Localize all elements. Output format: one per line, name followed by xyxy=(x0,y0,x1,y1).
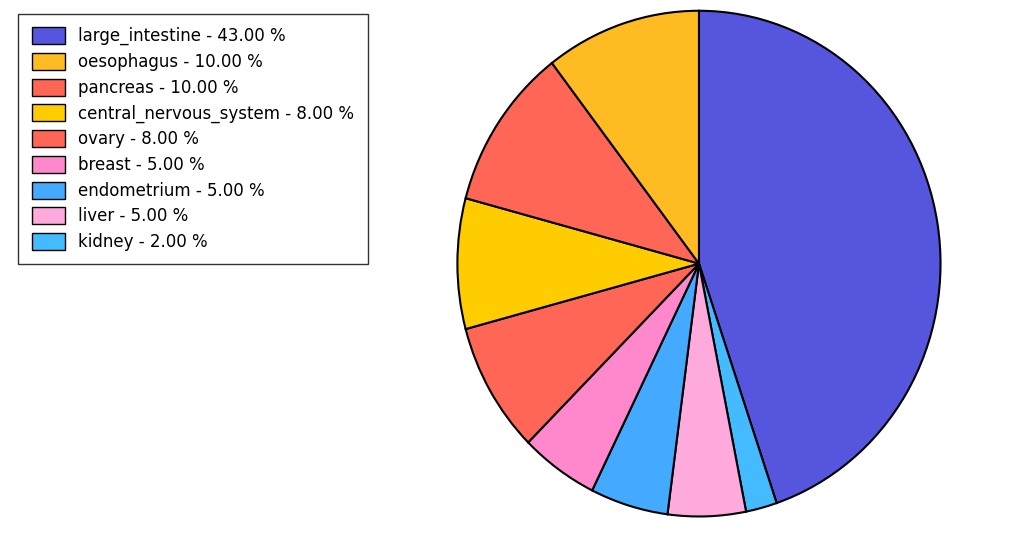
Wedge shape xyxy=(528,264,699,491)
Wedge shape xyxy=(466,264,699,442)
Wedge shape xyxy=(466,63,699,264)
Wedge shape xyxy=(552,11,699,264)
Wedge shape xyxy=(593,264,699,514)
Wedge shape xyxy=(699,264,777,512)
Wedge shape xyxy=(699,11,940,503)
Wedge shape xyxy=(458,198,699,329)
Wedge shape xyxy=(668,264,747,516)
Legend: large_intestine - 43.00 %, oesophagus - 10.00 %, pancreas - 10.00 %, central_ner: large_intestine - 43.00 %, oesophagus - … xyxy=(18,13,368,264)
